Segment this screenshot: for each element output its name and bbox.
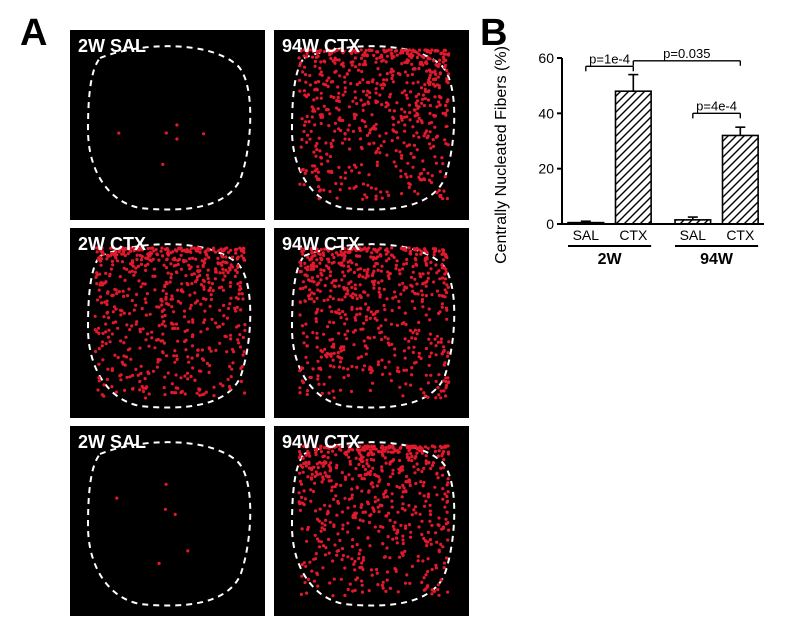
micrograph: 2W SAL <box>70 30 265 220</box>
svg-text:p=4e-4: p=4e-4 <box>696 98 737 113</box>
svg-text:40: 40 <box>538 105 554 121</box>
svg-text:20: 20 <box>538 161 554 177</box>
svg-text:CTX: CTX <box>726 227 755 243</box>
micro-label: 2W SAL <box>78 36 146 57</box>
micro-label: 2W CTX <box>78 234 146 255</box>
svg-text:60: 60 <box>538 50 554 66</box>
micro-label: 94W CTX <box>282 234 360 255</box>
svg-text:0: 0 <box>546 216 554 232</box>
micro-label: 94W CTX <box>282 36 360 57</box>
panel-b-chart: Centrally Nucleated Fibers (%) 0204060SA… <box>520 40 770 270</box>
svg-text:CTX: CTX <box>619 227 648 243</box>
svg-text:94W: 94W <box>700 251 734 268</box>
panel-a-grid: 2W SAL 94W CTX 2W CTX 94W CTX 2W SAL 94W… <box>70 30 470 616</box>
panel-a-label: A <box>20 12 47 55</box>
micrograph: 2W CTX <box>70 228 265 418</box>
y-axis-label: Centrally Nucleated Fibers (%) <box>493 46 511 264</box>
svg-text:SAL: SAL <box>573 227 600 243</box>
micrograph: 2W SAL <box>70 426 265 616</box>
micrograph: 94W CTX <box>274 30 469 220</box>
micrograph: 94W CTX <box>274 228 469 418</box>
svg-text:p=0.035: p=0.035 <box>663 46 710 61</box>
micro-label: 94W CTX <box>282 432 360 453</box>
micro-label: 2W SAL <box>78 432 146 453</box>
svg-text:2W: 2W <box>598 251 623 268</box>
svg-text:SAL: SAL <box>680 227 707 243</box>
micrograph: 94W CTX <box>274 426 469 616</box>
svg-text:p=1e-4: p=1e-4 <box>589 51 630 66</box>
